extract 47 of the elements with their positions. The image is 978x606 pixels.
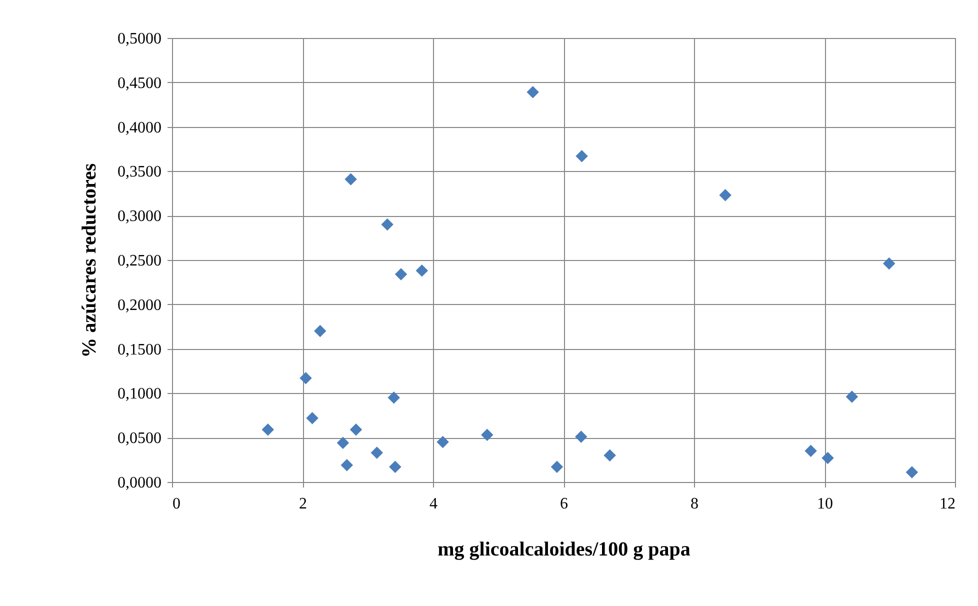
y-tick-label: 0,0000	[118, 474, 162, 492]
point	[882, 257, 896, 270]
x-tick-label: 2	[299, 496, 307, 512]
point	[576, 150, 588, 162]
point	[389, 460, 402, 474]
point	[574, 430, 588, 443]
y-tick-label: 0,5000	[118, 30, 162, 48]
point	[340, 459, 353, 472]
y-tick-label: 0,2000	[118, 296, 162, 314]
point	[381, 218, 394, 231]
point	[846, 390, 858, 403]
point	[314, 324, 326, 338]
y-axis-title: % azúcares reductores	[78, 163, 100, 358]
point	[416, 264, 428, 277]
y-tick-label: 0,4000	[118, 119, 162, 136]
x-tick-label: 10	[817, 496, 833, 512]
point	[306, 412, 318, 424]
y-tick-label: 0,0500	[118, 430, 162, 448]
x-tick-label: 6	[560, 496, 568, 512]
point	[262, 423, 274, 436]
point	[394, 268, 408, 280]
y-tick-label: 0,3500	[118, 164, 162, 181]
y-tick-label: 0,1000	[118, 386, 162, 403]
point	[804, 444, 817, 458]
point	[436, 436, 449, 448]
x-tick-label: 4	[430, 496, 438, 512]
point	[388, 392, 400, 404]
point	[550, 460, 564, 474]
y-tick-label: 0,2500	[118, 252, 162, 270]
point	[526, 86, 539, 98]
point	[350, 423, 362, 436]
point	[822, 452, 834, 464]
point	[370, 446, 384, 459]
x-tick-label: 12	[940, 496, 956, 512]
x-axis-title: mg glicoalcaloides/100 g papa	[438, 538, 690, 560]
point	[336, 436, 350, 450]
x-tick-label: 8	[690, 496, 698, 512]
point	[604, 449, 616, 462]
point	[300, 372, 312, 384]
x-tick-label: 0	[172, 496, 180, 512]
y-tick-label: 0,4500	[118, 74, 162, 92]
point	[481, 428, 494, 442]
point	[719, 189, 732, 202]
y-tick-label: 0,3000	[118, 208, 162, 226]
y-tick-label: 0,1500	[118, 341, 162, 358]
point	[906, 466, 918, 478]
point	[344, 173, 357, 186]
